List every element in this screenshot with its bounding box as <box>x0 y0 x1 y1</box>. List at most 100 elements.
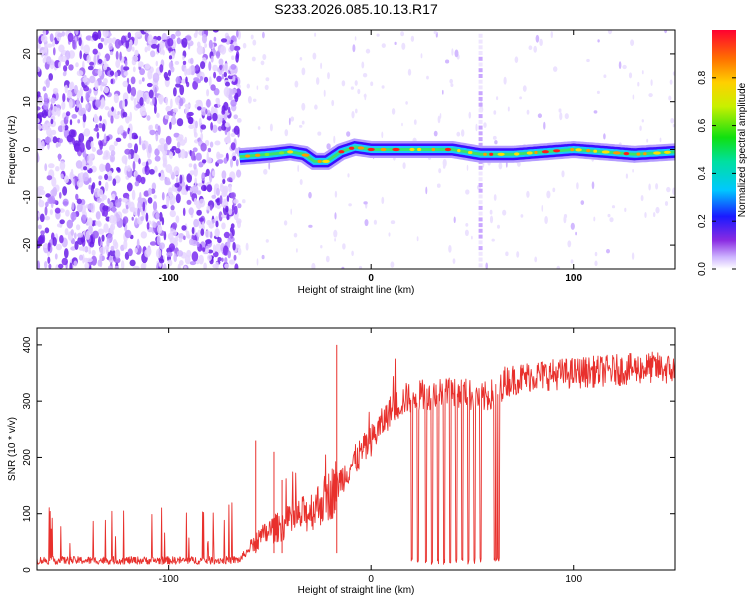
noise-blob <box>121 260 125 269</box>
noise-speck <box>433 130 438 137</box>
track-peak <box>255 153 261 157</box>
noise-blob <box>212 170 216 177</box>
noise-blob <box>62 71 67 77</box>
noise-blob <box>168 151 174 159</box>
noise-speck <box>561 170 565 178</box>
noise-blob <box>212 244 216 254</box>
noise-blob <box>88 177 92 183</box>
noise-speck <box>494 140 498 145</box>
spike-cell <box>478 102 483 107</box>
noise-speck <box>438 168 442 174</box>
noise-blob <box>82 172 89 182</box>
noise-blob <box>104 173 109 181</box>
noise-speck <box>517 161 521 167</box>
noise-blob <box>214 243 222 254</box>
noise-blob <box>60 173 64 179</box>
noise-blob <box>92 182 96 190</box>
spike-cell <box>478 45 483 50</box>
noise-blob <box>37 118 40 124</box>
noise-blob <box>142 201 146 212</box>
noise-blob <box>134 49 139 57</box>
noise-blob <box>233 114 238 120</box>
noise-blob <box>168 243 175 252</box>
noise-blob <box>125 204 129 210</box>
track-peak <box>586 149 591 153</box>
noise-blob <box>55 166 60 172</box>
noise-blob <box>59 160 66 171</box>
noise-blob <box>168 187 173 198</box>
noise-blob <box>189 187 193 193</box>
track-peak <box>483 152 487 156</box>
noise-blob <box>169 200 174 206</box>
noise-speck <box>528 45 533 50</box>
noise-blob <box>127 153 132 160</box>
noise-blob <box>175 148 181 154</box>
noise-blob <box>167 259 173 267</box>
noise-blob <box>168 55 173 60</box>
noise-blob <box>159 64 164 73</box>
spike-cell <box>478 188 483 193</box>
noise-blob <box>108 265 112 269</box>
noise-speck <box>341 80 346 87</box>
noise-speck <box>308 224 313 228</box>
noise-blob <box>37 212 41 218</box>
noise-blob <box>41 123 48 131</box>
noise-blob <box>190 150 196 161</box>
noise-speck <box>497 224 500 229</box>
noise-speck <box>299 124 303 128</box>
noise-blob <box>176 37 181 45</box>
noise-blob <box>42 57 48 64</box>
spike-cell <box>478 68 483 73</box>
noise-blob <box>140 176 146 185</box>
noise-blob <box>164 76 170 81</box>
noise-blob <box>46 56 52 65</box>
noise-blob <box>87 203 94 210</box>
noise-blob <box>59 138 63 144</box>
noise-blob <box>193 132 198 138</box>
noise-blob <box>230 142 236 151</box>
track-peak <box>575 148 582 152</box>
colorbar-tick-label: 0.8 <box>697 70 708 84</box>
noise-blob <box>88 136 94 143</box>
spike-cell <box>478 131 483 136</box>
noise-blob <box>230 88 238 95</box>
noise-blob <box>43 102 49 110</box>
noise-blob <box>224 139 231 144</box>
noise-speck <box>245 242 249 251</box>
noise-blob <box>79 142 85 153</box>
noise-speck <box>341 266 345 269</box>
noise-blob <box>64 228 69 236</box>
noise-blob <box>144 63 151 70</box>
noise-blob <box>133 97 137 107</box>
track-peak <box>489 152 494 156</box>
noise-blob <box>72 137 76 145</box>
noise-blob <box>131 216 134 221</box>
noise-blob <box>83 166 88 171</box>
noise-blob <box>45 78 50 88</box>
track-peak <box>553 149 561 153</box>
noise-speck <box>268 162 271 170</box>
noise-blob <box>138 158 141 165</box>
noise-blob <box>77 119 81 124</box>
noise-speck <box>567 240 572 248</box>
noise-blob <box>183 190 188 196</box>
spike-cell <box>478 223 483 228</box>
noise-blob <box>170 33 176 40</box>
noise-blob <box>137 207 141 217</box>
noise-speck <box>290 208 293 215</box>
noise-blob <box>59 235 64 244</box>
noise-blob <box>173 253 177 263</box>
noise-blob <box>48 195 56 204</box>
noise-blob <box>78 109 85 116</box>
noise-blob <box>51 106 59 116</box>
noise-blob <box>200 61 206 70</box>
noise-blob <box>197 106 202 111</box>
noise-speck <box>489 209 493 215</box>
noise-blob <box>157 224 163 234</box>
noise-blob <box>223 86 230 97</box>
noise-blob <box>188 207 194 216</box>
noise-blob <box>61 101 66 110</box>
noise-blob <box>80 95 84 104</box>
noise-blob <box>73 232 77 239</box>
noise-blob <box>237 203 242 209</box>
